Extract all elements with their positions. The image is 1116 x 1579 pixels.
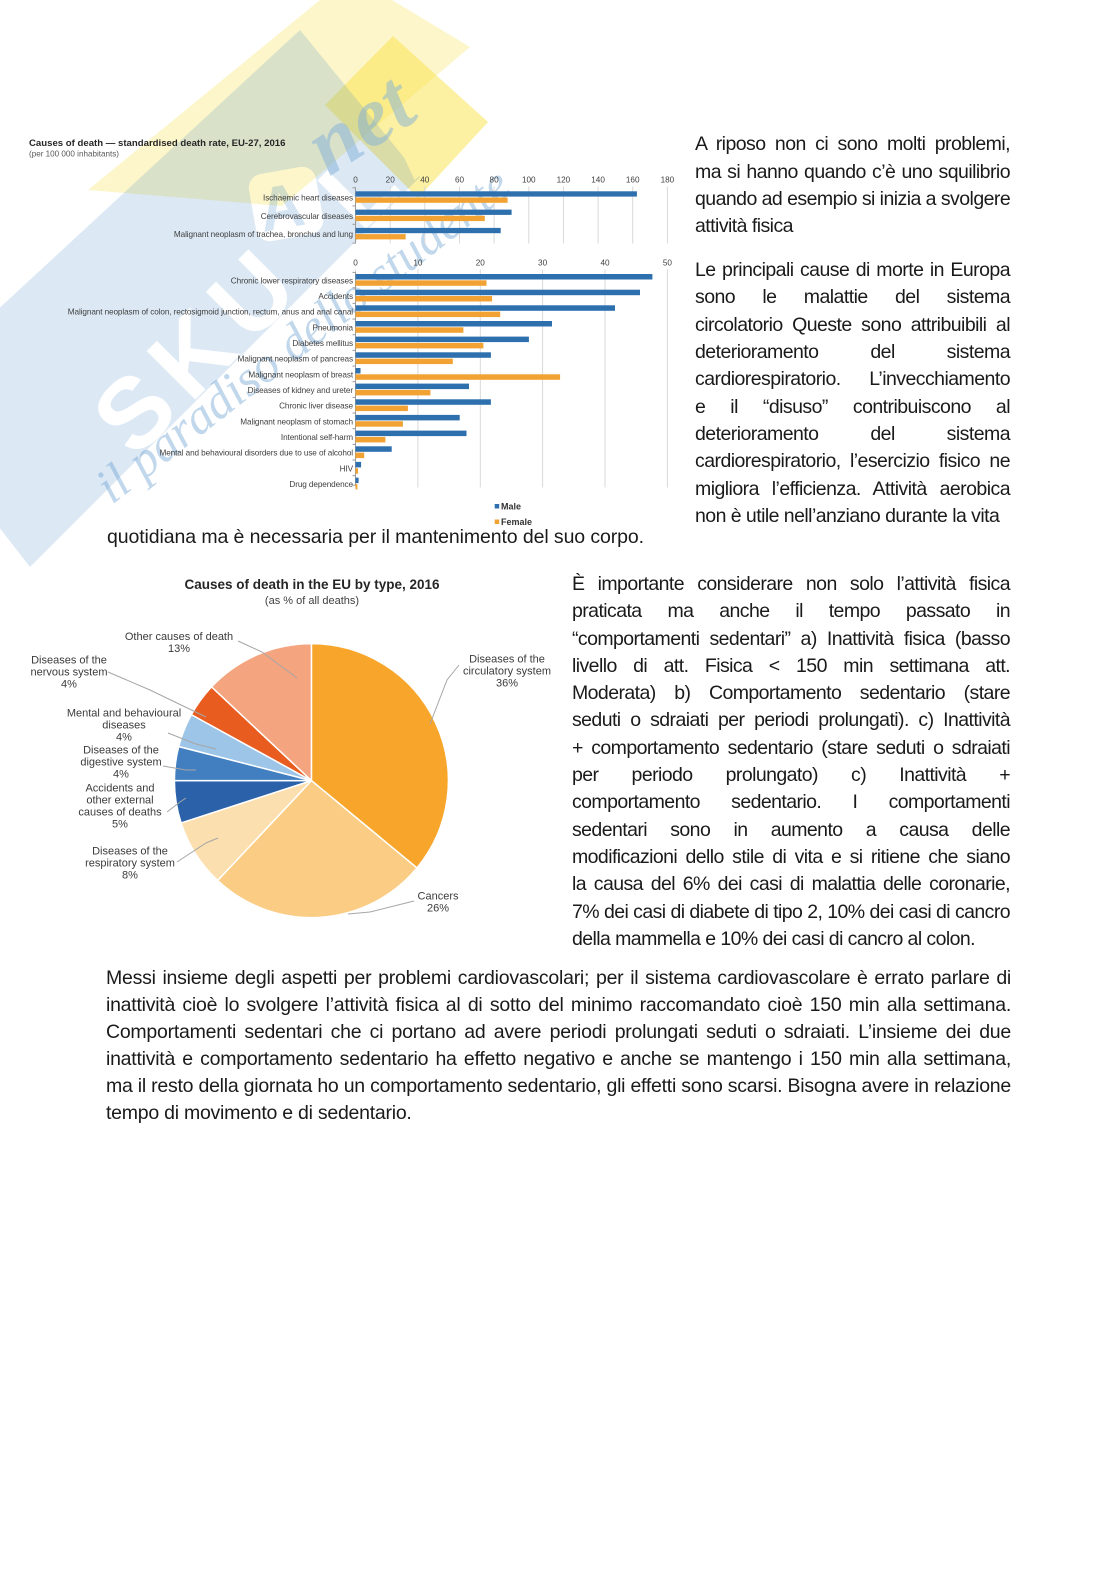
svg-text:Diseases of the: Diseases of the — [469, 654, 545, 666]
svg-text:diseases: diseases — [102, 720, 146, 732]
svg-text:50: 50 — [663, 259, 673, 268]
svg-text:Drug dependence: Drug dependence — [289, 480, 353, 489]
svg-text:Cancers: Cancers — [418, 891, 459, 903]
svg-text:80: 80 — [490, 176, 500, 185]
svg-text:Mental and behavioural: Mental and behavioural — [67, 708, 181, 720]
svg-text:40: 40 — [420, 176, 430, 185]
svg-text:Intentional self-harm: Intentional self-harm — [281, 433, 353, 442]
svg-text:Malignant neoplasm of colon, r: Malignant neoplasm of colon, rectosigmoi… — [68, 308, 353, 317]
svg-text:5%: 5% — [112, 819, 128, 831]
svg-text:Diabetes mellitus: Diabetes mellitus — [292, 339, 353, 348]
svg-text:Female: Female — [501, 517, 532, 527]
svg-text:0: 0 — [353, 176, 358, 185]
svg-text:other external: other external — [86, 795, 153, 807]
svg-text:HIV: HIV — [340, 464, 354, 473]
svg-text:Mental and behavioural disorde: Mental and behavioural disorders due to … — [159, 449, 353, 458]
svg-text:(per 100 000 inhabitants): (per 100 000 inhabitants) — [29, 150, 119, 159]
svg-text:Ischaemic heart diseases: Ischaemic heart diseases — [263, 194, 353, 203]
svg-text:20: 20 — [386, 176, 396, 185]
svg-text:Accidents: Accidents — [318, 292, 353, 301]
svg-text:Causes of death — standardised: Causes of death — standardised death rat… — [29, 138, 285, 149]
svg-text:Other causes of death: Other causes of death — [125, 631, 233, 643]
svg-text:8%: 8% — [122, 870, 138, 882]
svg-text:4%: 4% — [116, 732, 132, 744]
svg-text:Malignant neoplasm of breast: Malignant neoplasm of breast — [248, 370, 353, 379]
svg-text:180: 180 — [661, 176, 675, 185]
svg-text:Male: Male — [501, 501, 521, 511]
svg-text:40: 40 — [600, 259, 610, 268]
svg-text:Chronic liver disease: Chronic liver disease — [279, 402, 353, 411]
svg-text:Pneumonia: Pneumonia — [312, 323, 353, 332]
svg-text:circulatory system: circulatory system — [463, 666, 551, 678]
svg-text:60: 60 — [455, 176, 465, 185]
svg-text:nervous system: nervous system — [30, 667, 107, 679]
svg-text:digestive system: digestive system — [80, 757, 161, 769]
svg-text:160: 160 — [626, 176, 640, 185]
svg-text:120: 120 — [557, 176, 571, 185]
svg-text:Chronic lower respiratory dise: Chronic lower respiratory diseases — [231, 276, 353, 285]
svg-text:Malignant neoplasm of trachea,: Malignant neoplasm of trachea, bronchus … — [174, 230, 354, 239]
svg-text:0: 0 — [353, 259, 358, 268]
svg-text:10: 10 — [413, 259, 423, 268]
svg-text:36%: 36% — [496, 678, 518, 690]
svg-text:Diseases of the: Diseases of the — [31, 655, 107, 667]
svg-text:140: 140 — [591, 176, 605, 185]
svg-text:Accidents and: Accidents and — [85, 783, 154, 795]
svg-text:13%: 13% — [168, 643, 190, 655]
svg-text:Diseases of the: Diseases of the — [83, 745, 159, 757]
svg-text:26%: 26% — [427, 903, 449, 915]
svg-text:4%: 4% — [61, 679, 77, 691]
svg-text:4%: 4% — [113, 769, 129, 781]
svg-text:Diseases of the: Diseases of the — [92, 846, 168, 858]
svg-text:respiratory system: respiratory system — [85, 858, 175, 870]
svg-text:Causes of death in the EU by t: Causes of death in the EU by type, 2016 — [184, 577, 440, 592]
svg-text:20: 20 — [476, 259, 486, 268]
svg-text:Malignant neoplasm of stomach: Malignant neoplasm of stomach — [240, 417, 353, 426]
svg-text:Malignant neoplasm of pancreas: Malignant neoplasm of pancreas — [238, 355, 353, 364]
svg-text:causes of deaths: causes of deaths — [78, 807, 162, 819]
svg-text:30: 30 — [538, 259, 548, 268]
svg-text:Diseases of kidney and ureter: Diseases of kidney and ureter — [248, 386, 354, 395]
svg-text:(as % of all deaths): (as % of all deaths) — [265, 595, 359, 607]
svg-text:100: 100 — [522, 176, 536, 185]
svg-text:Cerebrovascular diseases: Cerebrovascular diseases — [261, 212, 353, 221]
